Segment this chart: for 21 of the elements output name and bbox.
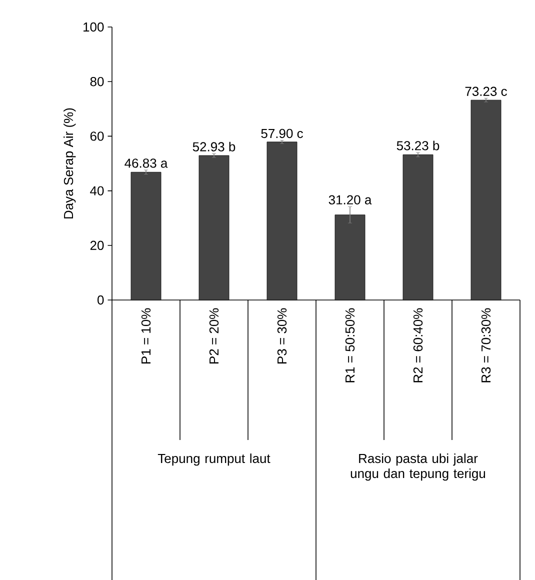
- y-tick-label: 80: [90, 76, 104, 86]
- x-tick-label: P3 = 30%: [277, 308, 287, 364]
- data-label: 31.20 a: [328, 195, 372, 204]
- x-tick-label: P1 = 10%: [141, 308, 151, 364]
- data-label: 46.83 a: [124, 158, 168, 168]
- x-tick-label: R1 = 50:50%: [345, 308, 355, 382]
- data-label: 53.23 b: [396, 140, 440, 150]
- x-tick-label: R2 = 60:40%: [413, 308, 423, 382]
- x-tick-label: P2 = 20%: [209, 308, 219, 364]
- text: Tepung rumput laut: [158, 454, 270, 466]
- data-label: 57.90 c: [261, 128, 303, 138]
- data-label: 73.23 c: [465, 86, 507, 96]
- x-tick-label: R3 = 70:30%: [481, 308, 491, 382]
- text: Rasio pasta ubi jalar ungu dan tepung terigu: [350, 454, 486, 481]
- y-axis-title: Daya Serap Air (%): [64, 108, 76, 218]
- y-tick-label: 60: [90, 132, 104, 141]
- y-tick-label: 0: [98, 295, 104, 305]
- y-tick-label: 40: [90, 186, 104, 196]
- y-tick-label: 20: [90, 240, 104, 250]
- y-tick-label: 100: [84, 22, 104, 32]
- data-label: 52.93 b: [192, 142, 236, 152]
